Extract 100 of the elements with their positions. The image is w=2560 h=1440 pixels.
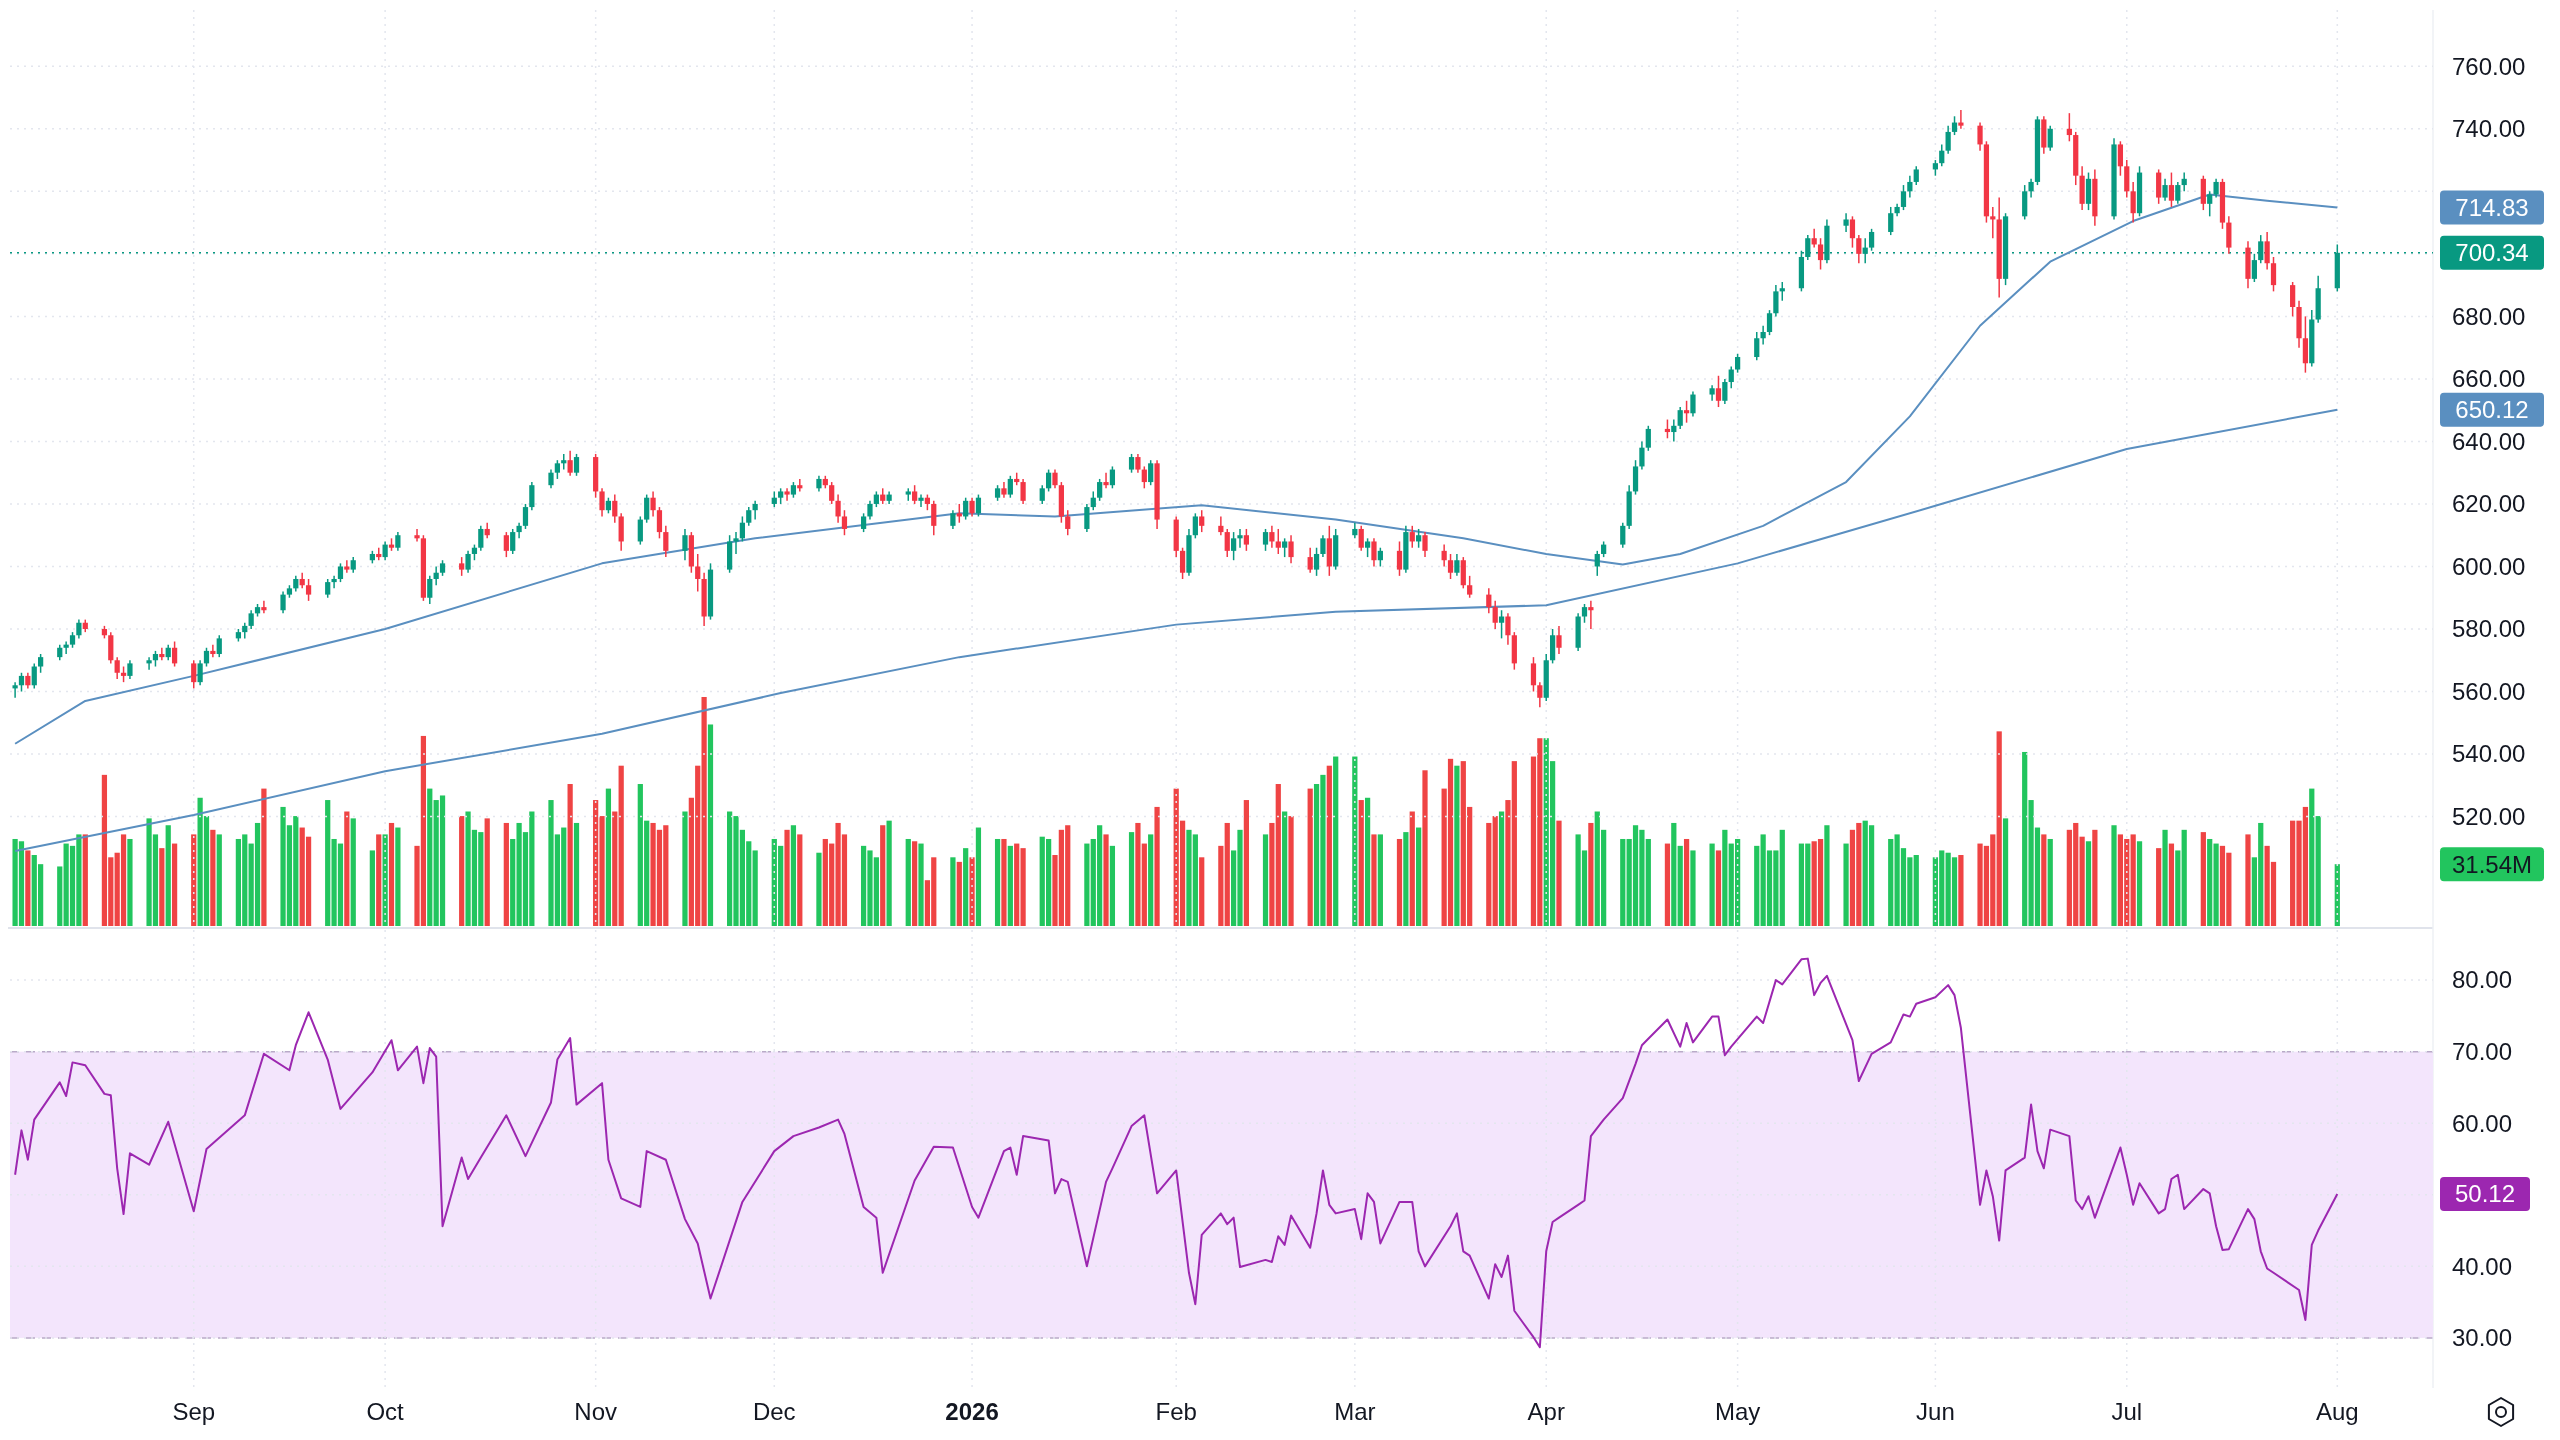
candlestick xyxy=(1046,468,1052,493)
candlestick xyxy=(1664,418,1671,440)
candlestick xyxy=(191,659,197,690)
candlestick xyxy=(114,656,120,680)
y-tick-label: 540.00 xyxy=(2452,740,2526,768)
candlestick xyxy=(650,490,656,518)
candlestick xyxy=(931,500,937,536)
candlestick xyxy=(746,506,752,527)
candlestick xyxy=(1958,109,1964,130)
candlestick xyxy=(1639,440,1645,471)
candlestick xyxy=(2207,190,2213,218)
candlestick xyxy=(1409,525,1415,549)
y-tick-label: 600.00 xyxy=(2452,552,2526,580)
candlestick xyxy=(1128,453,1135,474)
candlestick xyxy=(1237,528,1243,549)
candlestick xyxy=(1224,528,1230,558)
candlestick xyxy=(969,496,975,518)
candlestick xyxy=(1990,206,1996,239)
candlestick xyxy=(1811,228,1817,249)
candlestick xyxy=(656,506,663,540)
candlestick xyxy=(1486,587,1492,615)
candlestick xyxy=(248,609,254,630)
candlestick xyxy=(1498,609,1505,640)
candlestick xyxy=(31,662,37,690)
candlestick xyxy=(38,653,44,674)
x-tick-label: Apr xyxy=(1527,1398,1565,1425)
candlestick xyxy=(1422,531,1428,558)
candlestick xyxy=(1103,471,1109,490)
y-tick-label: 560.00 xyxy=(2452,677,2526,705)
candlestick xyxy=(1843,212,1849,233)
candlestick xyxy=(1371,537,1377,568)
candlestick xyxy=(1262,528,1269,552)
candlestick xyxy=(2130,181,2136,224)
line-series xyxy=(14,408,2339,852)
x-tick-label: Aug xyxy=(2315,1398,2359,1425)
candlestick xyxy=(1862,237,1868,264)
candlestick xyxy=(76,618,82,640)
x-tick-label: Jul xyxy=(2111,1398,2143,1425)
candlestick xyxy=(1275,528,1281,555)
y-tick-label: 760.00 xyxy=(2452,52,2526,80)
y-tick-label: 520.00 xyxy=(2452,802,2526,830)
candlestick xyxy=(1588,600,1594,630)
candlestick xyxy=(216,634,222,658)
candlestick xyxy=(63,640,69,655)
candlestick xyxy=(1766,309,1773,336)
candlestick xyxy=(1307,546,1313,574)
candlestick xyxy=(171,640,178,668)
candlestick xyxy=(2028,178,2034,199)
candlestick xyxy=(963,496,969,521)
candlestick xyxy=(465,550,471,574)
text: 650.12 xyxy=(2455,396,2529,424)
candlestick xyxy=(860,512,867,533)
candlestick xyxy=(752,500,758,521)
y-tick-label: 620.00 xyxy=(2452,490,2526,518)
candlestick xyxy=(529,481,535,511)
text: 714.83 xyxy=(2455,193,2529,221)
candlestick xyxy=(2264,231,2270,271)
candlestick xyxy=(1760,325,1766,346)
y-tick-label: 80.00 xyxy=(2452,966,2513,994)
candlestick xyxy=(1039,484,1045,505)
y-tick-label: 70.00 xyxy=(2452,1038,2513,1066)
candlestick xyxy=(1868,228,1875,252)
candlestick xyxy=(1288,534,1294,565)
y-tick-label: 680.00 xyxy=(2452,302,2526,330)
y-tick-label: 580.00 xyxy=(2452,615,2526,643)
candlestick xyxy=(1722,378,1728,405)
candlestick xyxy=(1817,237,1824,271)
line-series xyxy=(14,193,2339,745)
y-tick-label: 60.00 xyxy=(2452,1109,2513,1137)
x-tick-label: Oct xyxy=(366,1398,405,1425)
text: 50.12 xyxy=(2454,1180,2516,1208)
y-tick-label: 740.00 xyxy=(2452,115,2526,143)
candlestick xyxy=(554,459,560,480)
candlestick xyxy=(1097,478,1103,502)
candlestick xyxy=(2270,256,2277,293)
line-series xyxy=(14,957,2339,1349)
candlestick xyxy=(522,503,529,530)
candlestick xyxy=(1377,546,1383,568)
candlestick xyxy=(1581,603,1588,624)
candlestick xyxy=(1358,525,1364,552)
candlestick xyxy=(2168,171,2175,208)
candlestick xyxy=(573,453,580,477)
candlestick xyxy=(1364,537,1371,558)
y-tick-label: 30.00 xyxy=(2452,1324,2513,1352)
candlestick xyxy=(1084,503,1090,533)
candlestick xyxy=(1135,453,1141,474)
candlestick xyxy=(2175,181,2181,205)
candlestick xyxy=(197,659,203,687)
candlestick xyxy=(478,525,484,552)
candlestick xyxy=(663,525,669,558)
candlestick xyxy=(912,484,918,505)
candlestick xyxy=(395,531,401,552)
candlestick xyxy=(1007,475,1013,499)
candlestick xyxy=(1192,512,1198,540)
candlestick xyxy=(1690,390,1696,418)
candlestick xyxy=(1065,509,1071,536)
candlestick xyxy=(2047,124,2053,152)
y-tick-label: 40.00 xyxy=(2452,1252,2513,1280)
candlestick xyxy=(1907,174,1913,199)
candlestick xyxy=(548,468,554,490)
